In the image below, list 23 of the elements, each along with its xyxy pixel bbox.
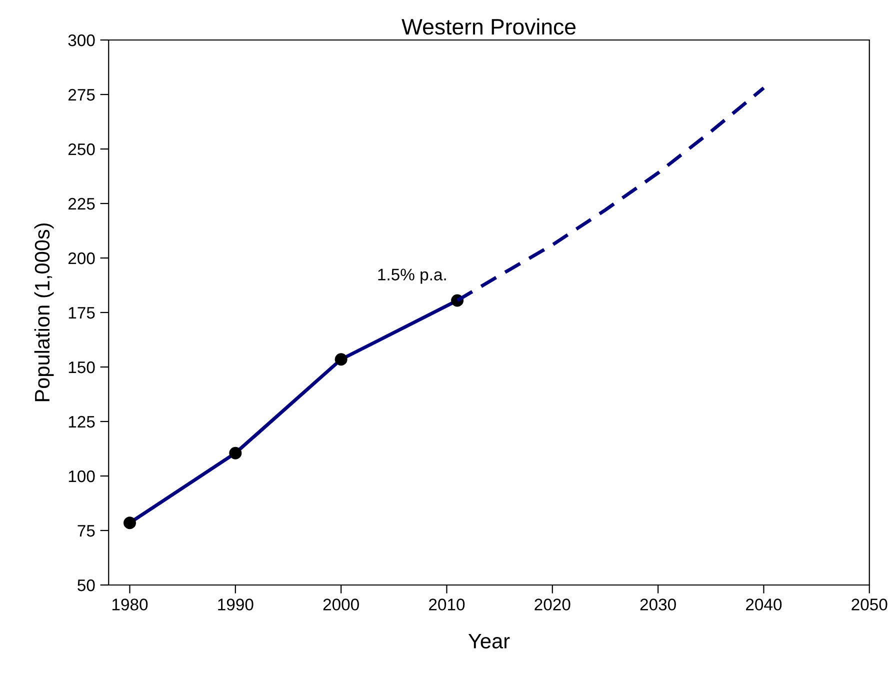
y-tick-label: 175 xyxy=(68,307,95,319)
x-tick-label: 2040 xyxy=(746,598,782,610)
y-axis-title: Population (1,000s) xyxy=(34,223,54,402)
y-tick-label: 225 xyxy=(68,198,95,210)
x-tick-label: 2020 xyxy=(534,598,570,610)
x-tick-label: 2000 xyxy=(323,598,359,610)
y-tick-label: 150 xyxy=(68,361,95,374)
y-tick-label: 275 xyxy=(68,88,95,101)
y-tick-label: 75 xyxy=(78,525,95,537)
x-tick-label: 1990 xyxy=(218,598,254,610)
x-tick-label: 1980 xyxy=(112,598,148,610)
y-tick-label: 200 xyxy=(68,252,95,264)
x-axis-title: Year xyxy=(468,634,510,648)
annotation: 1.5% p.a. xyxy=(378,268,446,284)
x-tick-label: 2030 xyxy=(640,598,676,610)
y-tick-label: 125 xyxy=(68,416,95,428)
y-tick-label: 100 xyxy=(68,470,95,482)
x-tick-label: 2010 xyxy=(429,598,465,610)
y-tick-label: 250 xyxy=(68,143,95,156)
y-tick-label: 300 xyxy=(68,34,95,46)
y-tick-label: 50 xyxy=(78,579,95,592)
chart-title: Western Province xyxy=(402,18,576,35)
x-tick-label: 2050 xyxy=(852,598,888,610)
